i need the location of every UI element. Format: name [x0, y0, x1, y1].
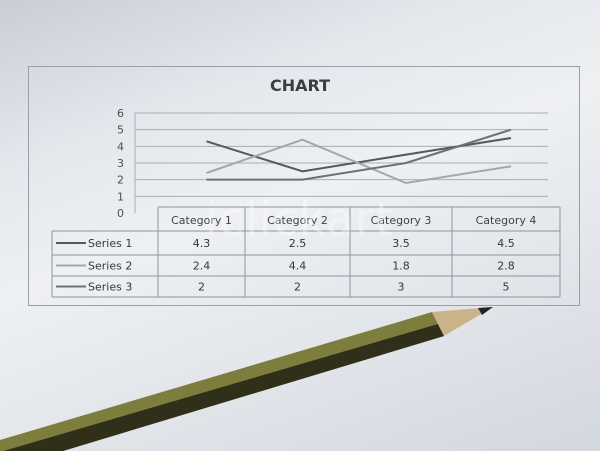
y-tick-label: 3 [117, 157, 124, 170]
chart-title: CHART [269, 76, 331, 95]
pencil-lead [478, 307, 493, 315]
series-line-1 [206, 137, 512, 173]
data-table-value: 5 [503, 281, 510, 294]
data-table-value: 1.8 [392, 260, 410, 273]
pencil-body [0, 312, 444, 451]
data-table-value: 3 [398, 281, 405, 294]
category-label: Category 2 [267, 214, 328, 227]
category-label: Category 4 [476, 214, 537, 227]
series-line-3 [206, 128, 512, 181]
legend-label: Series 3 [88, 281, 132, 294]
pencil-shadow-side [3, 324, 444, 451]
legend-label: Series 1 [88, 237, 132, 250]
series-line-2 [206, 138, 512, 185]
data-table-value: 4.4 [289, 260, 307, 273]
category-label: Category 3 [371, 214, 432, 227]
printed-chart-sheet [28, 66, 580, 306]
data-table-value: 2.4 [193, 260, 211, 273]
category-label: Category 1 [171, 214, 232, 227]
y-tick-label: 0 [117, 207, 124, 220]
legend-label: Series 2 [88, 260, 132, 273]
data-table-value: 2.5 [289, 237, 307, 250]
data-table-value: 2.8 [497, 260, 515, 273]
y-tick-label: 4 [117, 140, 124, 153]
pencil-tip-wood [432, 307, 493, 336]
y-tick-label: 6 [117, 107, 124, 120]
data-table-value: 4.3 [193, 237, 211, 250]
data-table-value: 2 [198, 281, 205, 294]
data-table-value: 3.5 [392, 237, 410, 250]
y-tick-label: 2 [117, 174, 124, 187]
y-tick-label: 5 [117, 124, 124, 137]
data-table-value: 4.5 [497, 237, 515, 250]
y-tick-label: 1 [117, 190, 124, 203]
data-table-value: 2 [294, 281, 301, 294]
